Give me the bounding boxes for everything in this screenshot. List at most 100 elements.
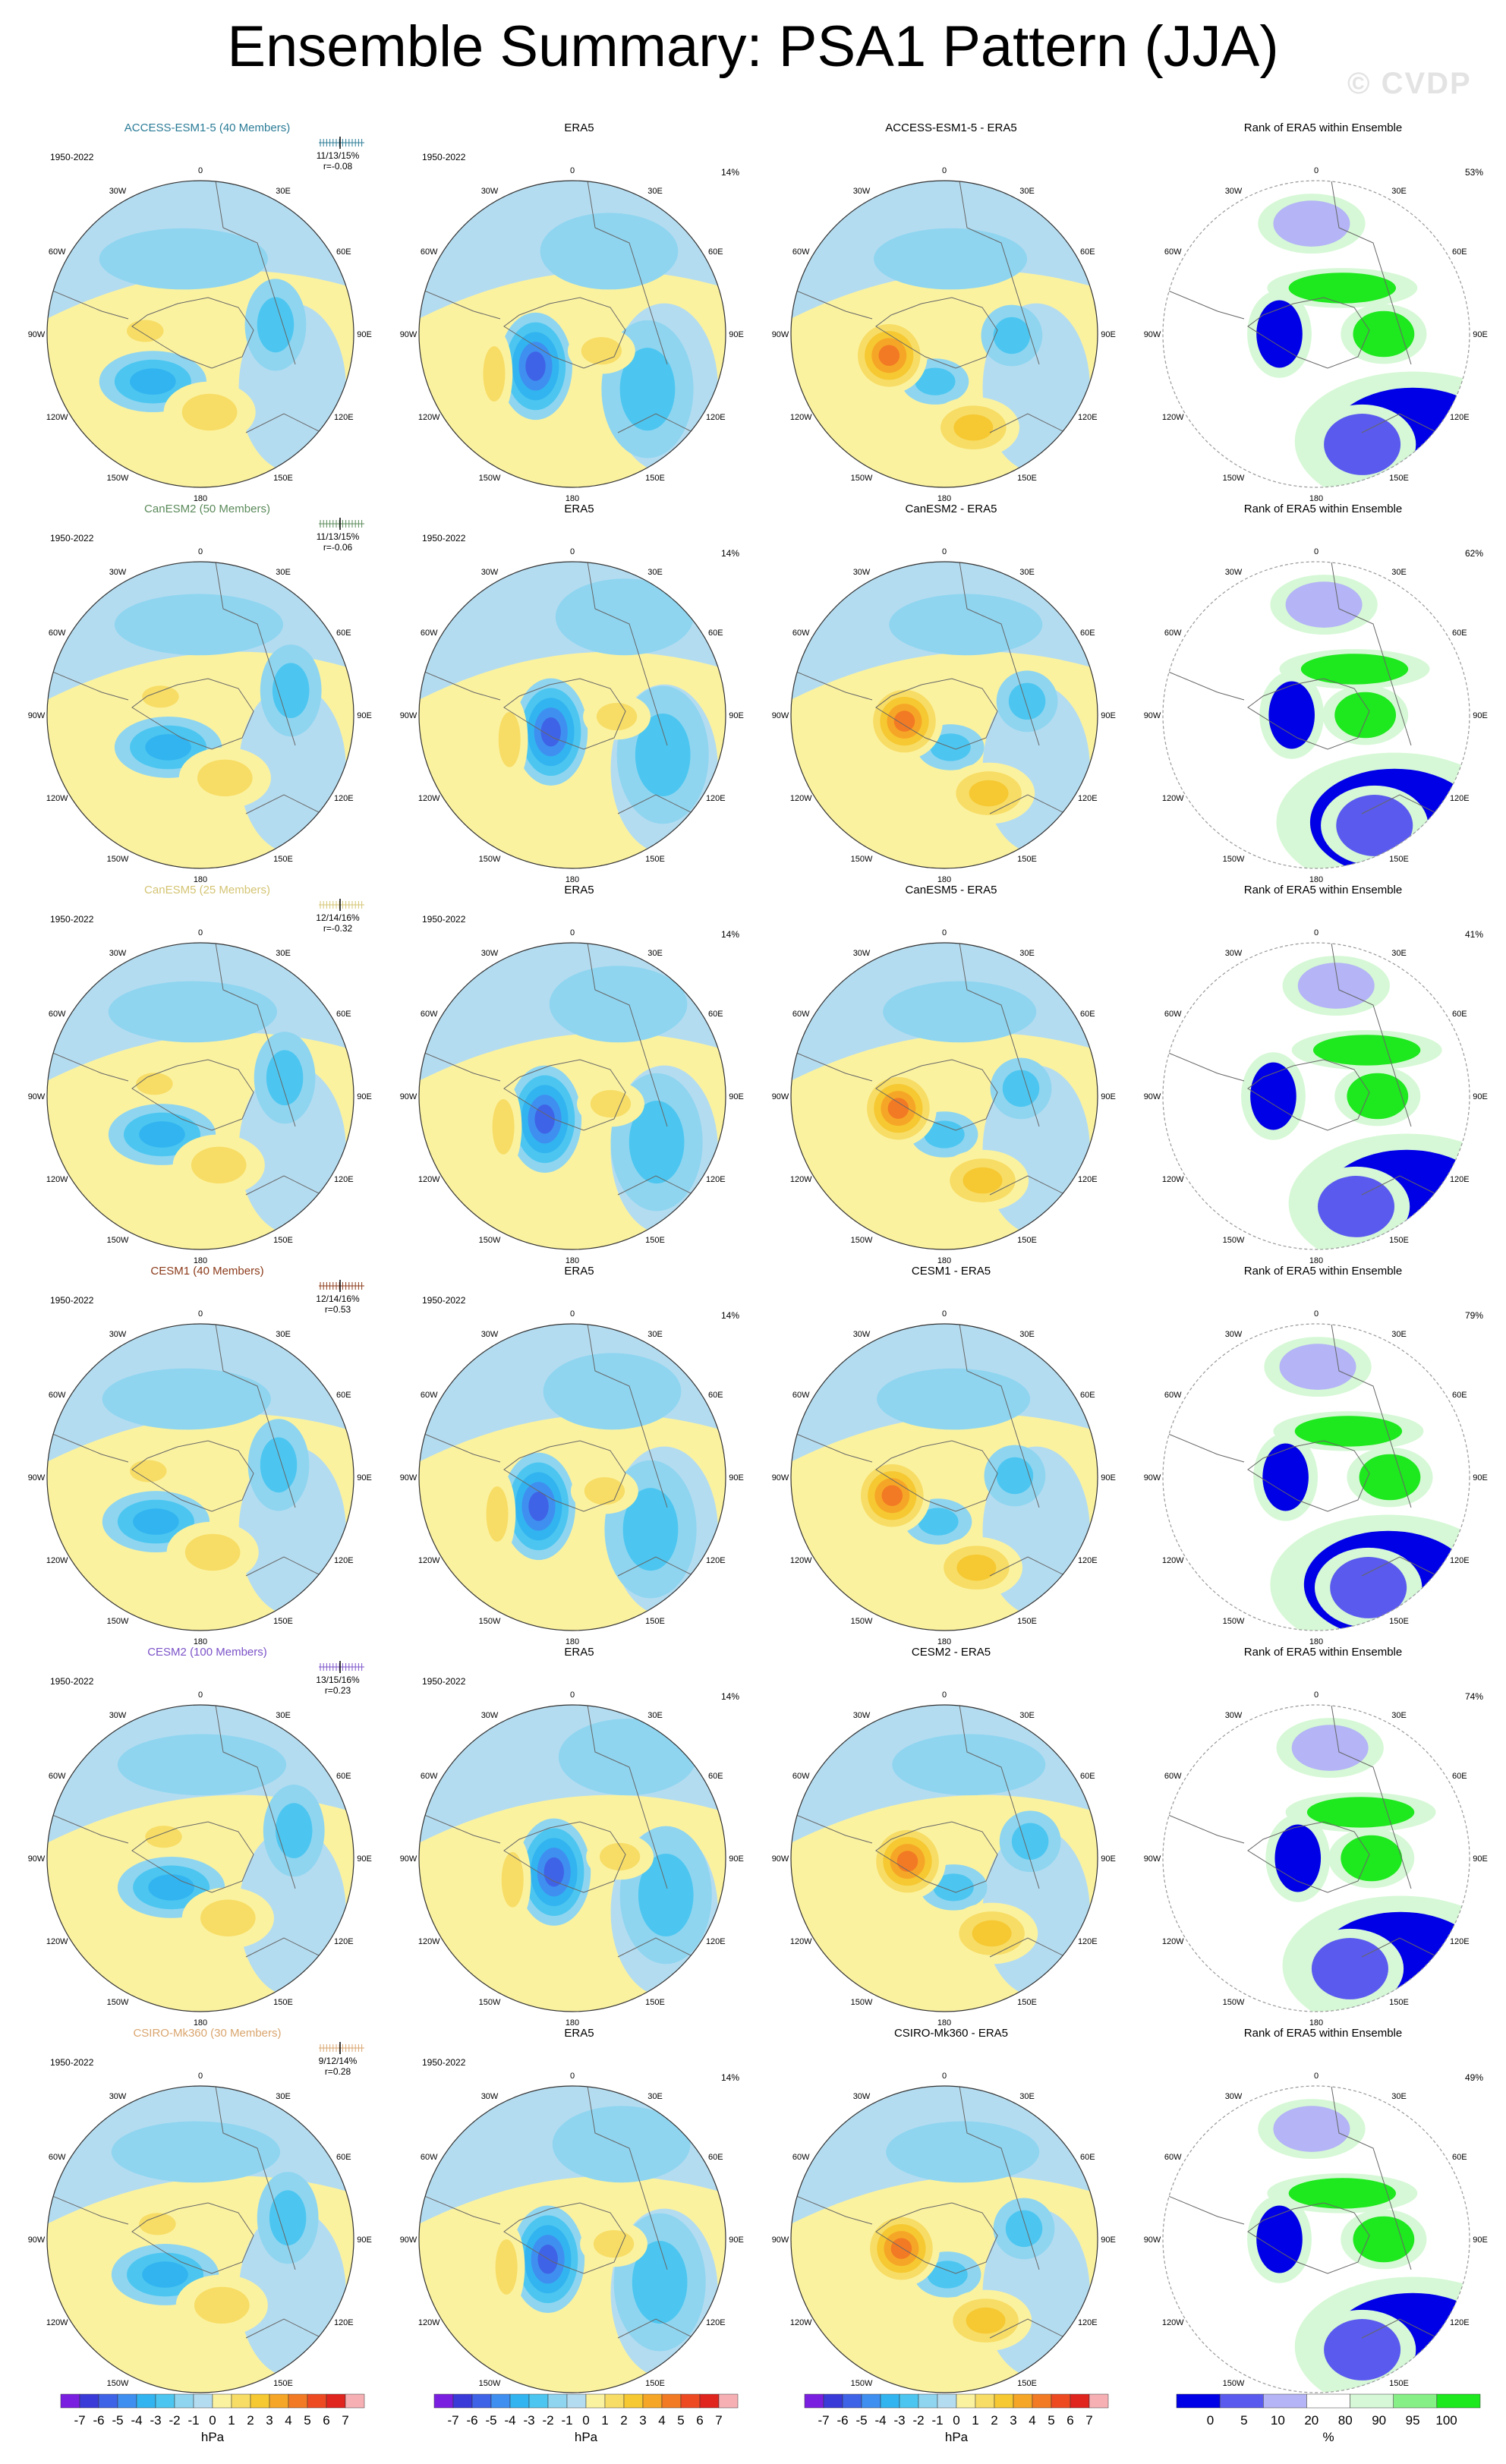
lon-label: 30E bbox=[647, 2092, 663, 2101]
lon-label: 90W bbox=[400, 1092, 417, 1101]
colorbar-swatch bbox=[433, 2393, 454, 2409]
pc-stats: 11/13/15% r=-0.08 bbox=[307, 150, 368, 172]
map-panel-model: CanESM5 (25 Members) 1950-2022 12/14/16% r=… bbox=[21, 884, 393, 1263]
lon-label: 60W bbox=[421, 629, 438, 638]
lon-label: 120E bbox=[334, 413, 354, 422]
colorbar-swatch bbox=[585, 2393, 606, 2409]
figure-title: Ensemble Summary: PSA1 Pattern (JJA) bbox=[227, 14, 1279, 79]
lon-label: 90E bbox=[1473, 330, 1488, 339]
lon-label: 120W bbox=[1162, 1175, 1184, 1184]
colorbar-tick-label: 0 bbox=[953, 2413, 959, 2428]
colorbar-tick-label: 7 bbox=[342, 2413, 348, 2428]
lon-label: 90W bbox=[1144, 711, 1161, 720]
pc-stats: 9/12/14% r=0.28 bbox=[307, 2056, 368, 2077]
panel-title: ACCESS-ESM1-5 (40 Members) bbox=[124, 121, 291, 134]
lon-label: 90W bbox=[28, 711, 46, 720]
colorbar-tick-label: 1 bbox=[228, 2413, 235, 2428]
lon-label: 150E bbox=[1389, 1998, 1409, 2007]
polar-map-model: 0 30E 60E 90E 120E 150E 180 150W 120W 90W 60W 30W bbox=[28, 547, 372, 882]
lon-label: 120E bbox=[706, 1175, 726, 1184]
colorbar-tick-label: 5 bbox=[677, 2413, 684, 2428]
colorbar-swatch bbox=[680, 2393, 701, 2409]
lon-label: 30W bbox=[481, 2092, 499, 2101]
panel-title: CanESM5 (25 Members) bbox=[144, 884, 270, 896]
lon-label: 0 bbox=[1314, 1309, 1319, 1319]
lon-label: 30E bbox=[647, 949, 663, 958]
lon-label: 60E bbox=[708, 2153, 723, 2162]
lon-label: 120E bbox=[706, 794, 726, 803]
map-panel-rank: Rank of ERA5 within Ensemble 53% 0 30E 60E 90… bbox=[1137, 121, 1506, 501]
lon-label: 120W bbox=[790, 1937, 812, 1946]
map-panel-rank: Rank of ERA5 within Ensemble 74% 0 30E 60E 90… bbox=[1137, 1646, 1506, 2025]
member-spread-ticks bbox=[319, 137, 364, 149]
lon-label: 0 bbox=[570, 547, 575, 556]
lon-label: 30W bbox=[853, 1330, 871, 1339]
colorbar-swatch bbox=[345, 2393, 365, 2409]
map-panel-diff: ACCESS-ESM1-5 - ERA5 0 30E 60E 90E 120E 150E 18… bbox=[765, 121, 1137, 501]
lon-label: 0 bbox=[942, 928, 947, 937]
lon-label: 30E bbox=[276, 187, 291, 196]
colorbar-tick-label: -4 bbox=[874, 2413, 886, 2428]
colorbar-swatch bbox=[937, 2393, 957, 2409]
lon-label: 0 bbox=[942, 2072, 947, 2081]
lon-label: 90E bbox=[1101, 330, 1116, 339]
lon-label: 180 bbox=[194, 1256, 207, 1263]
lon-label: 150W bbox=[479, 1617, 501, 1626]
member-spread-ticks bbox=[319, 518, 364, 530]
lon-label: 0 bbox=[570, 928, 575, 937]
lon-label: 30W bbox=[109, 1711, 127, 1720]
map-panel-model: ACCESS-ESM1-5 (40 Members) 1950-2022 11/13… bbox=[21, 121, 393, 501]
lon-label: 180 bbox=[194, 494, 207, 501]
lon-label: 0 bbox=[570, 2072, 575, 2081]
lon-label: 150E bbox=[645, 1617, 665, 1626]
colorbar-swatch bbox=[547, 2393, 568, 2409]
colorbar-swatch bbox=[604, 2393, 625, 2409]
lon-label: 150E bbox=[1017, 1617, 1037, 1626]
lon-label: 150E bbox=[1017, 1236, 1037, 1245]
lon-label: 90E bbox=[1473, 711, 1488, 720]
colorbar-tick-label: 4 bbox=[658, 2413, 665, 2428]
lon-label: 0 bbox=[1314, 928, 1319, 937]
map-panel-rank: Rank of ERA5 within Ensemble 62% 0 30E 60E 90… bbox=[1137, 503, 1506, 882]
lon-label: 150W bbox=[107, 474, 129, 483]
pct-rank: 62% bbox=[1465, 548, 1484, 559]
pc-stats: 13/15/16% r=0.23 bbox=[307, 1675, 368, 1696]
lon-label: 90W bbox=[772, 330, 789, 339]
lon-label: 60E bbox=[708, 247, 723, 257]
colorbar-tick-label: 3 bbox=[639, 2413, 646, 2428]
lon-label: 30E bbox=[1019, 1711, 1035, 1720]
polar-map-model: 0 30E 60E 90E 120E 150E 180 150W 120W 90W 60W 30W bbox=[28, 1690, 372, 2025]
lon-label: 120W bbox=[46, 1175, 68, 1184]
lon-label: 60W bbox=[1164, 629, 1182, 638]
lon-label: 90W bbox=[28, 330, 46, 339]
lon-label: 60E bbox=[336, 1772, 351, 1781]
lon-label: 150W bbox=[1223, 2379, 1245, 2388]
lon-label: 120W bbox=[790, 2318, 812, 2327]
lon-label: 60E bbox=[1452, 247, 1467, 257]
colorbar-swatch bbox=[1070, 2393, 1090, 2409]
colorbar-model: -7 -6 -5 -4 -3 -2 -1 0 1 2 3 4 5 6 7 hPa bbox=[53, 2391, 372, 2452]
colorbar-swatch bbox=[699, 2393, 720, 2409]
lon-label: 90W bbox=[772, 2236, 789, 2245]
colorbar-tick-label: -3 bbox=[893, 2413, 905, 2428]
colorbar-units: % bbox=[1322, 2430, 1334, 2444]
colorbar-tick-label: 4 bbox=[285, 2413, 291, 2428]
lon-label: 0 bbox=[198, 1309, 203, 1319]
panel-title: Rank of ERA5 within Ensemble bbox=[1243, 1646, 1403, 1659]
panel-title: Rank of ERA5 within Ensemble bbox=[1243, 121, 1403, 134]
lon-label: 90E bbox=[729, 330, 744, 339]
polar-map-era5: 0 30E 60E 90E 120E 150E 180 150W 120W 90W 60W 30W bbox=[400, 1309, 744, 1644]
lon-label: 150E bbox=[1389, 2379, 1409, 2388]
colorbar-swatch bbox=[250, 2393, 270, 2409]
pct-variance: 14% bbox=[721, 1691, 740, 1702]
lon-label: 90W bbox=[1144, 1854, 1161, 1864]
lon-label: 60W bbox=[1164, 1010, 1182, 1019]
lon-label: 0 bbox=[942, 547, 947, 556]
polar-map-diff: 0 30E 60E 90E 120E 150E 180 150W 120W 90W 60W 30W bbox=[772, 547, 1116, 882]
lon-label: 60W bbox=[49, 2153, 66, 2162]
colorbar-swatch bbox=[1219, 2393, 1264, 2409]
lon-label: 60E bbox=[1452, 1391, 1467, 1400]
